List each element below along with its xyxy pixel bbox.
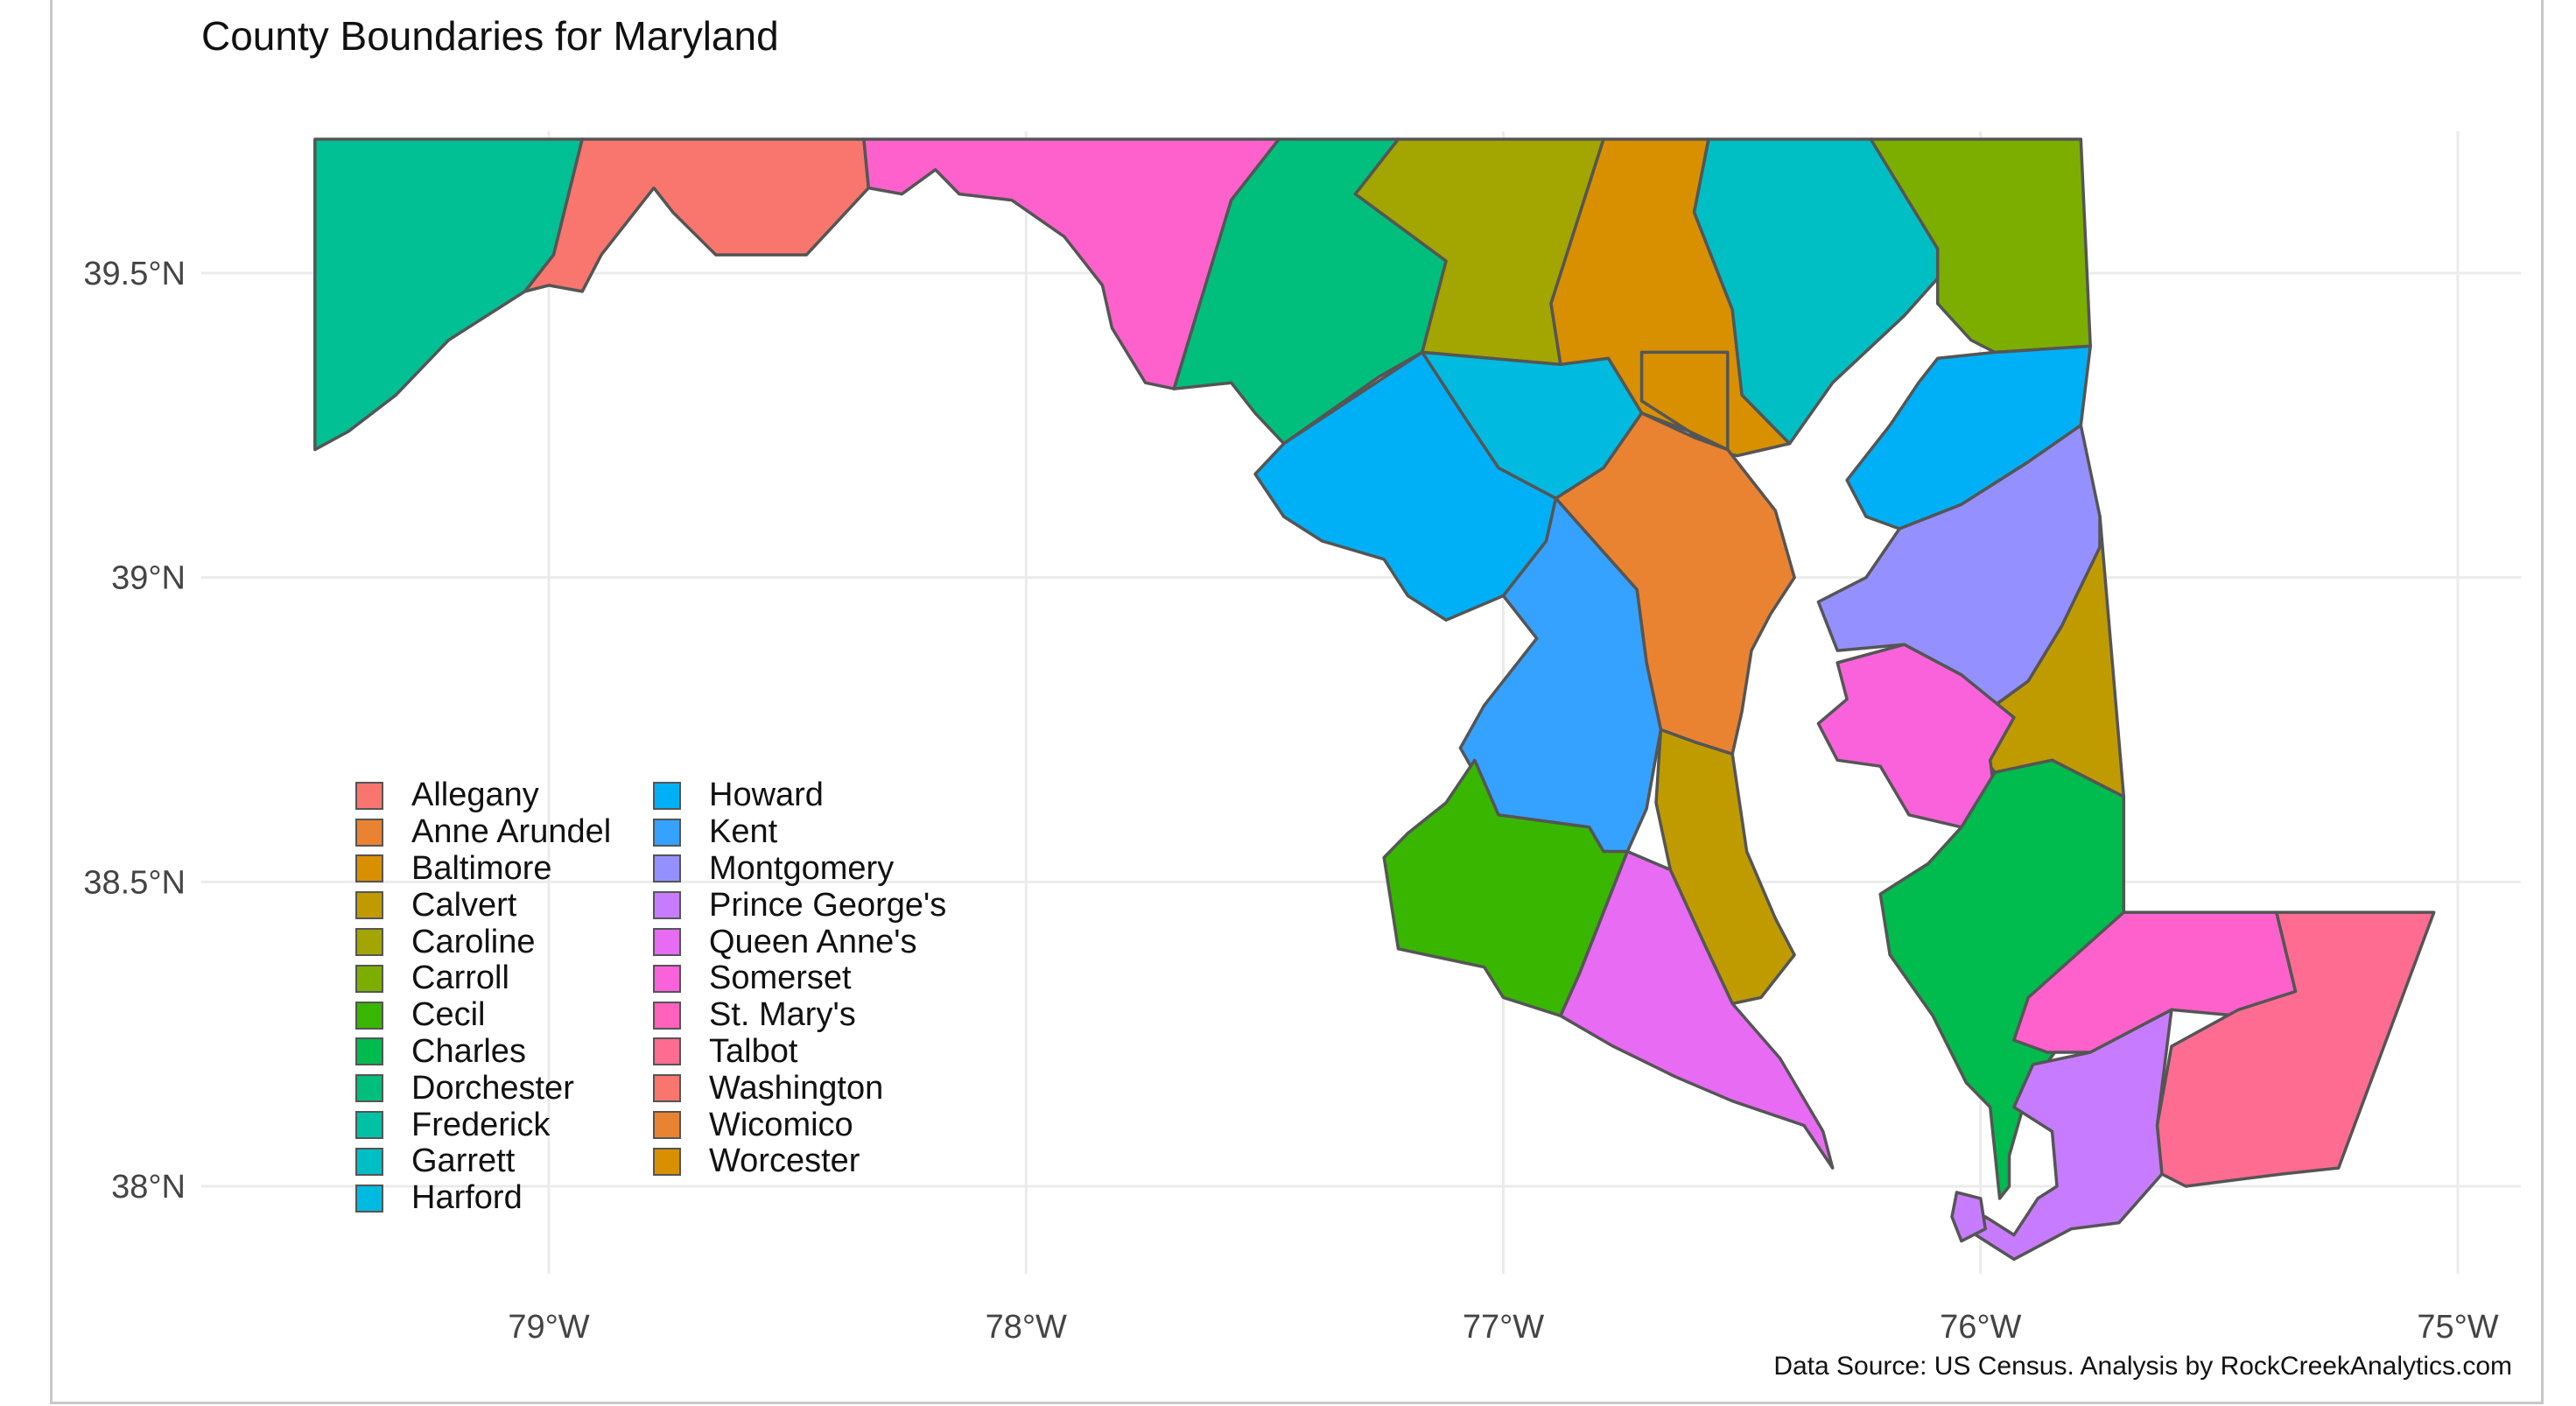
county-cecil [1869, 137, 2092, 355]
legend-item: Worcester [653, 1142, 951, 1180]
legend-label: Garrett [411, 1142, 516, 1180]
legend-item: Montgomery [653, 850, 951, 888]
legend-swatch [653, 891, 681, 920]
x-tick-label: 78°W [986, 1309, 1067, 1346]
legend-item: Wicomico [653, 1107, 951, 1143]
legend-swatch [355, 964, 383, 993]
county-baltimore-city [1639, 350, 1730, 452]
legend-item: Talbot [653, 1032, 951, 1071]
legend-label: Frederick [411, 1106, 551, 1143]
legend-item: Garrett [355, 1142, 653, 1180]
legend-item: Howard [653, 777, 951, 814]
legend-item: Calvert [355, 887, 653, 924]
plot-frame [50, 0, 2544, 1404]
legend-item: Caroline [355, 924, 653, 960]
legend-item: Queen Anne's [653, 924, 951, 960]
y-tick-label: 39.5°N [83, 256, 186, 292]
legend-swatch [653, 928, 681, 957]
legend-item: Somerset [653, 960, 951, 997]
legend-item: St. Mary's [653, 996, 951, 1034]
x-tick-label: 79°W [508, 1309, 589, 1346]
legend-item: Prince George's [653, 887, 951, 924]
legend-label: Montgomery [709, 850, 895, 887]
legend-swatch [355, 1184, 383, 1213]
y-tick-label: 38.5°N [83, 864, 186, 901]
legend: Allegany Anne Arundel Baltimore Calvert Caro… [355, 777, 951, 1217]
county-st-mary-s [1559, 849, 1835, 1170]
legend-label: Somerset [709, 960, 852, 997]
legend-label: Howard [709, 777, 824, 814]
legend-label: Washington [709, 1069, 884, 1107]
county-somerset [1974, 1008, 2173, 1262]
legend-item: Cecil [355, 996, 653, 1034]
county-polygons [313, 137, 2436, 1262]
county-montgomery [1253, 350, 1558, 622]
legend-label: Talbot [709, 1032, 798, 1070]
legend-swatch [355, 891, 383, 920]
legend-label: Allegany [411, 777, 539, 814]
legend-label: Dorchester [411, 1069, 574, 1107]
legend-item: Kent [653, 813, 951, 851]
legend-item: Allegany [355, 777, 653, 814]
legend-swatch [653, 1037, 681, 1066]
county-allegany [523, 137, 871, 293]
county-talbot [1816, 643, 2016, 829]
legend-label: Cecil [411, 996, 486, 1034]
x-tick-label: 75°W [2417, 1309, 2498, 1346]
legend-swatch [355, 781, 383, 810]
legend-item: Baltimore [355, 850, 653, 888]
county-charles [1382, 758, 1630, 1018]
legend-swatch [653, 1111, 681, 1140]
legend-item: Charles [355, 1032, 653, 1071]
legend-item: Carroll [355, 960, 653, 997]
map-title: County Boundaries for Maryland [201, 13, 779, 59]
legend-item: Washington [653, 1070, 951, 1107]
x-tick-label: 77°W [1463, 1309, 1544, 1346]
legend-item: Anne Arundel [355, 813, 653, 851]
data-source-caption: Data Source: US Census. Analysis by Rock… [1773, 1352, 2512, 1381]
legend-swatch [355, 928, 383, 957]
legend-swatch [653, 1147, 681, 1176]
legend-label: Wicomico [709, 1106, 853, 1143]
legend-item: Dorchester [355, 1070, 653, 1107]
legend-label: Caroline [411, 923, 536, 960]
legend-swatch [653, 1001, 681, 1030]
legend-swatch [355, 1037, 383, 1066]
legend-label: Harford [411, 1179, 523, 1217]
legend-swatch [355, 818, 383, 847]
legend-label: Charles [411, 1032, 526, 1070]
legend-label: Worcester [709, 1142, 860, 1180]
legend-item: Frederick [355, 1107, 653, 1143]
legend-swatch [355, 1147, 383, 1176]
legend-swatch [355, 1074, 383, 1103]
legend-item: Harford [355, 1179, 653, 1217]
legend-swatch [653, 964, 681, 993]
x-tick-label: 76°W [1940, 1309, 2021, 1346]
legend-label: Carroll [411, 960, 509, 997]
legend-swatch [355, 1111, 383, 1140]
legend-swatch [653, 1074, 681, 1103]
legend-label: Baltimore [411, 850, 552, 887]
legend-label: Anne Arundel [411, 813, 612, 851]
legend-swatch [355, 854, 383, 883]
legend-label: Queen Anne's [709, 923, 917, 960]
county-smith-island [1950, 1191, 1987, 1243]
legend-swatch [653, 818, 681, 847]
legend-label: St. Mary's [709, 996, 856, 1034]
legend-label: Calvert [411, 886, 517, 924]
axis-labels: 79°W 78°W 77°W 76°W 75°W 39.5°N 39°N 38.5°N 38°N [83, 256, 2498, 1346]
y-tick-label: 38°N [111, 1169, 186, 1206]
legend-swatch [355, 1001, 383, 1030]
y-tick-label: 39°N [111, 560, 186, 597]
county-garrett [313, 137, 584, 452]
legend-swatch [653, 781, 681, 810]
legend-swatch [653, 854, 681, 883]
legend-label: Kent [709, 813, 778, 851]
legend-label: Prince George's [709, 886, 947, 924]
